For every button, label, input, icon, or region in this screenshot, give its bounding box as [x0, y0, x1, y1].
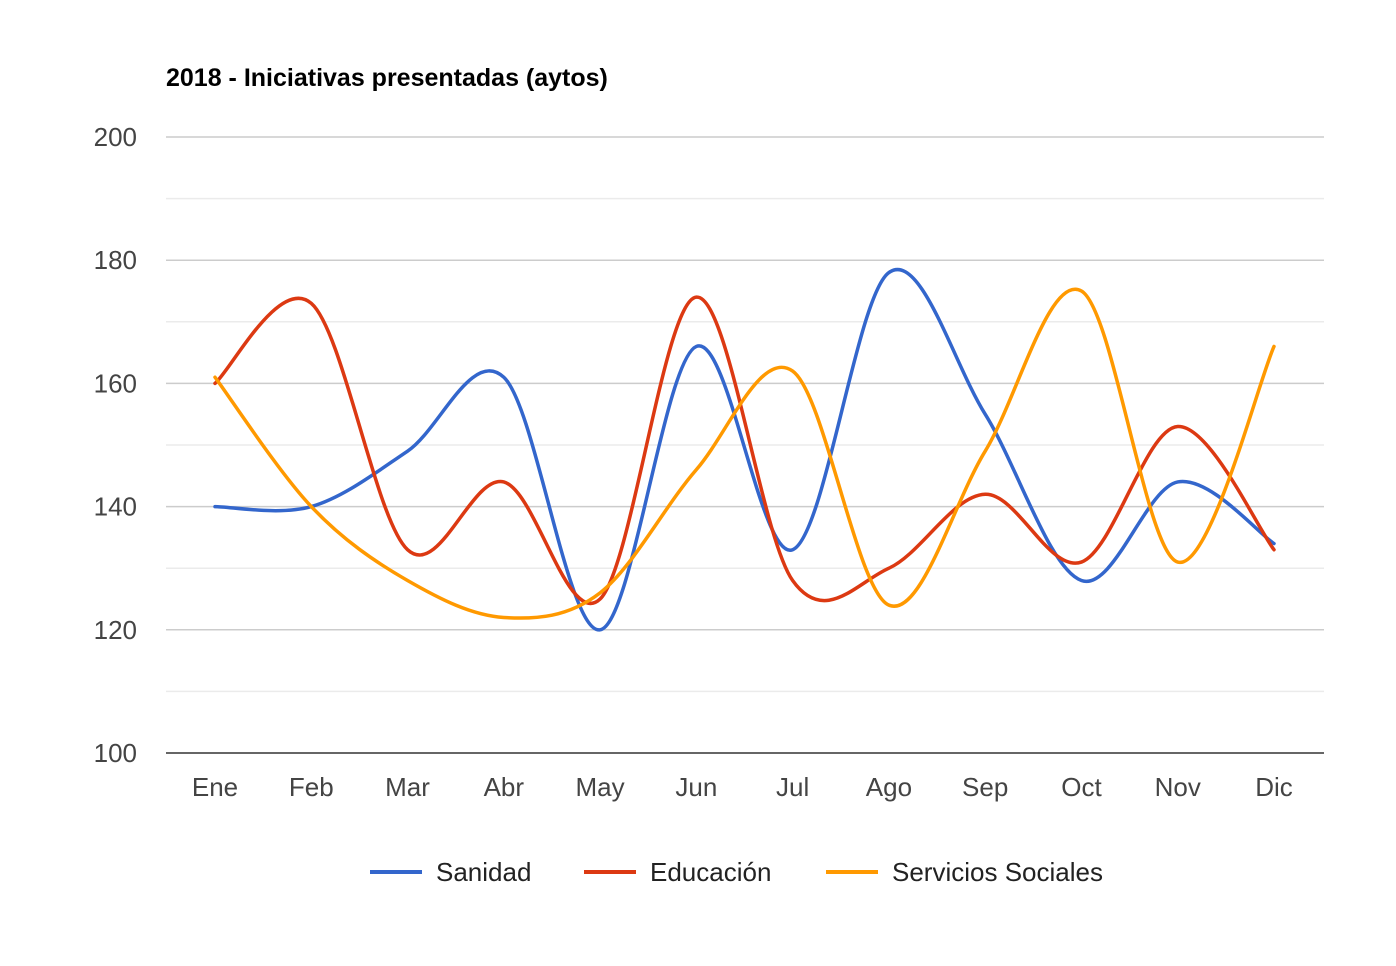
legend-label: Educación	[650, 857, 771, 887]
x-axis: Ene Feb Mar Abr May Jun Jul Ago Sep Oct Nov Dic	[192, 772, 1293, 802]
x-tick-label: Abr	[484, 772, 525, 802]
legend-label: Servicios Sociales	[892, 857, 1103, 887]
y-tick-label: 180	[94, 245, 137, 275]
series-line-2	[213, 287, 1276, 620]
gridlines	[166, 136, 1324, 754]
series-line-0	[213, 268, 1276, 632]
legend: Sanidad Educación Servicios Sociales	[370, 857, 1103, 887]
y-tick-label: 160	[94, 368, 137, 398]
y-tick-label: 200	[94, 122, 137, 152]
chart-title: 2018 - Iniciativas presentadas (aytos)	[166, 64, 608, 92]
y-axis: 100 120 140 160 180 200	[94, 122, 137, 768]
x-tick-label: Nov	[1155, 772, 1201, 802]
x-tick-label: Ago	[866, 772, 912, 802]
x-tick-label: Jun	[675, 772, 717, 802]
x-tick-label: Jul	[776, 772, 809, 802]
series-line-1	[213, 295, 1276, 605]
x-tick-label: Sep	[962, 772, 1008, 802]
x-tick-label: Mar	[385, 772, 430, 802]
x-tick-label: Oct	[1061, 772, 1102, 802]
legend-label: Sanidad	[436, 857, 531, 887]
x-tick-label: May	[576, 772, 625, 802]
y-tick-label: 120	[94, 615, 137, 645]
x-tick-label: Feb	[289, 772, 334, 802]
x-tick-label: Dic	[1255, 772, 1293, 802]
y-tick-label: 100	[94, 738, 137, 768]
series-lines	[213, 268, 1276, 632]
y-tick-label: 140	[94, 492, 137, 522]
x-tick-label: Ene	[192, 772, 238, 802]
